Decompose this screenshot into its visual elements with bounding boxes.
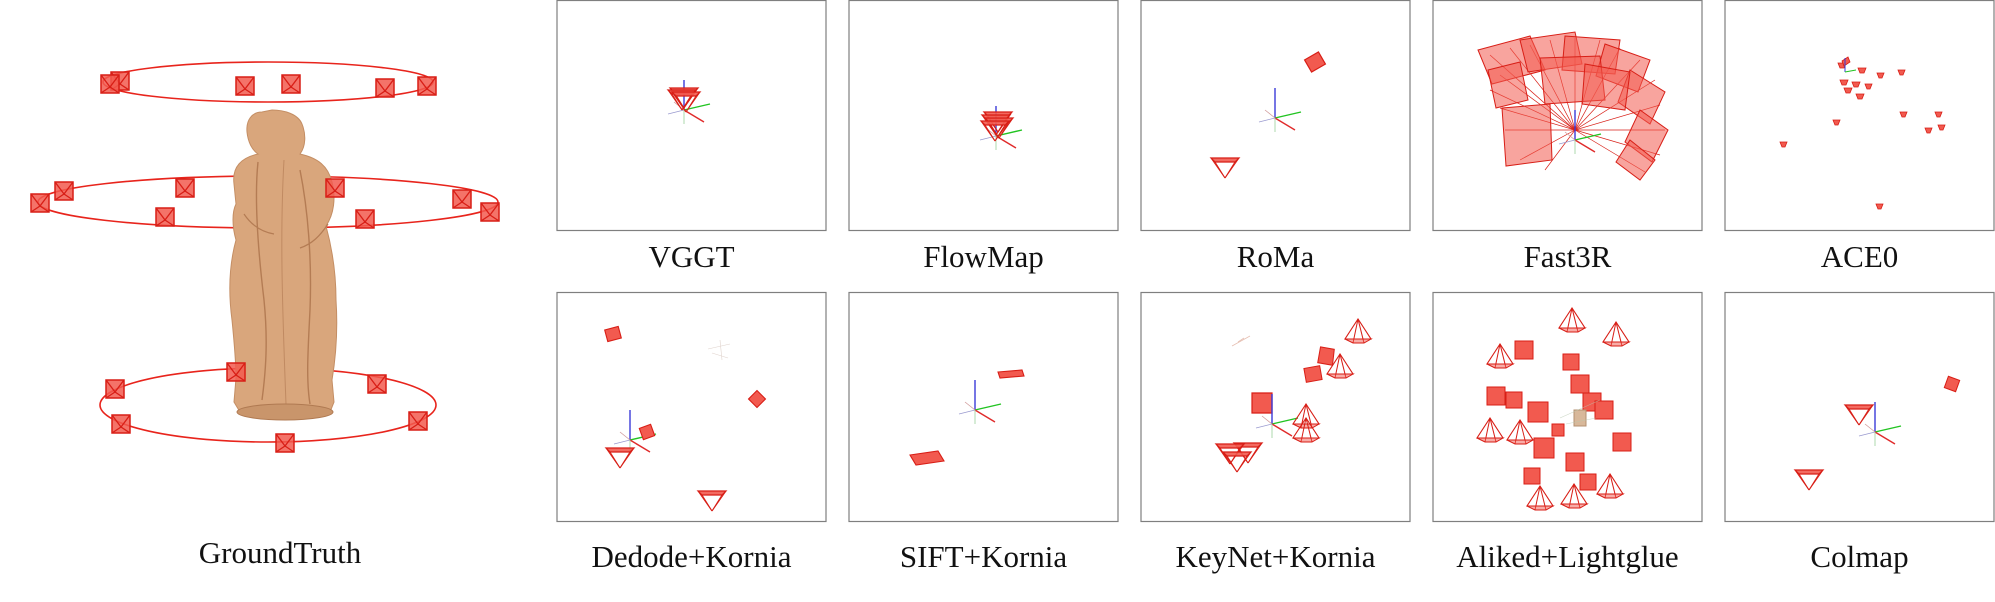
gt-camera [325,178,345,198]
gt-camera [480,202,500,222]
dedode-reconstruction [604,325,767,512]
gt-camera [100,74,120,94]
caption-fast3r: Fast3R [1523,239,1612,274]
panel-ace0 [1724,0,1995,232]
caption-ace0: ACE0 [1820,239,1899,274]
gt-camera [281,74,301,94]
gt-camera [355,209,375,229]
caption-colmap: Colmap [1810,539,1909,574]
gt-camera [54,181,74,201]
gt-camera [105,379,125,399]
panel-sift [848,291,1119,523]
caption-vggt: VGGT [648,239,735,274]
panel-dedode [556,291,827,523]
gt-camera [367,374,387,394]
aliked-reconstruction [1476,307,1632,511]
panel-frames [556,0,1995,523]
gt-camera [452,189,472,209]
gt-camera [235,76,255,96]
gt-camera [408,411,428,431]
ace0-reconstruction [1779,56,1946,210]
caption-roma: RoMa [1236,239,1315,274]
keynet-reconstruction [1215,318,1372,473]
gt-camera [111,414,131,434]
ground-truth-scene [30,61,500,453]
gt-camera [275,433,295,453]
panel-aliked [1432,291,1703,523]
caption-sift: SIFT+Kornia [899,539,1068,574]
gt-camera [30,193,50,213]
gt-camera [175,178,195,198]
gt-camera [375,78,395,98]
gt-camera [417,76,437,96]
sift-reconstruction [909,369,1025,466]
panel-vggt [556,0,827,232]
statue-image [229,109,338,421]
caption-flowmap: FlowMap [923,239,1044,274]
colmap-reconstruction [1794,375,1961,491]
gt-camera [226,362,246,382]
roma-reconstruction [1210,51,1327,179]
gt-camera [155,207,175,227]
caption-keynet: KeyNet+Kornia [1175,539,1376,574]
caption-aliked: Aliked+Lightglue [1456,539,1679,574]
caption-dedode: Dedode+Kornia [591,539,792,574]
caption-ground-truth: GroundTruth [198,535,362,570]
panel-keynet [1140,291,1411,523]
fast3r-reconstruction [1477,31,1669,181]
